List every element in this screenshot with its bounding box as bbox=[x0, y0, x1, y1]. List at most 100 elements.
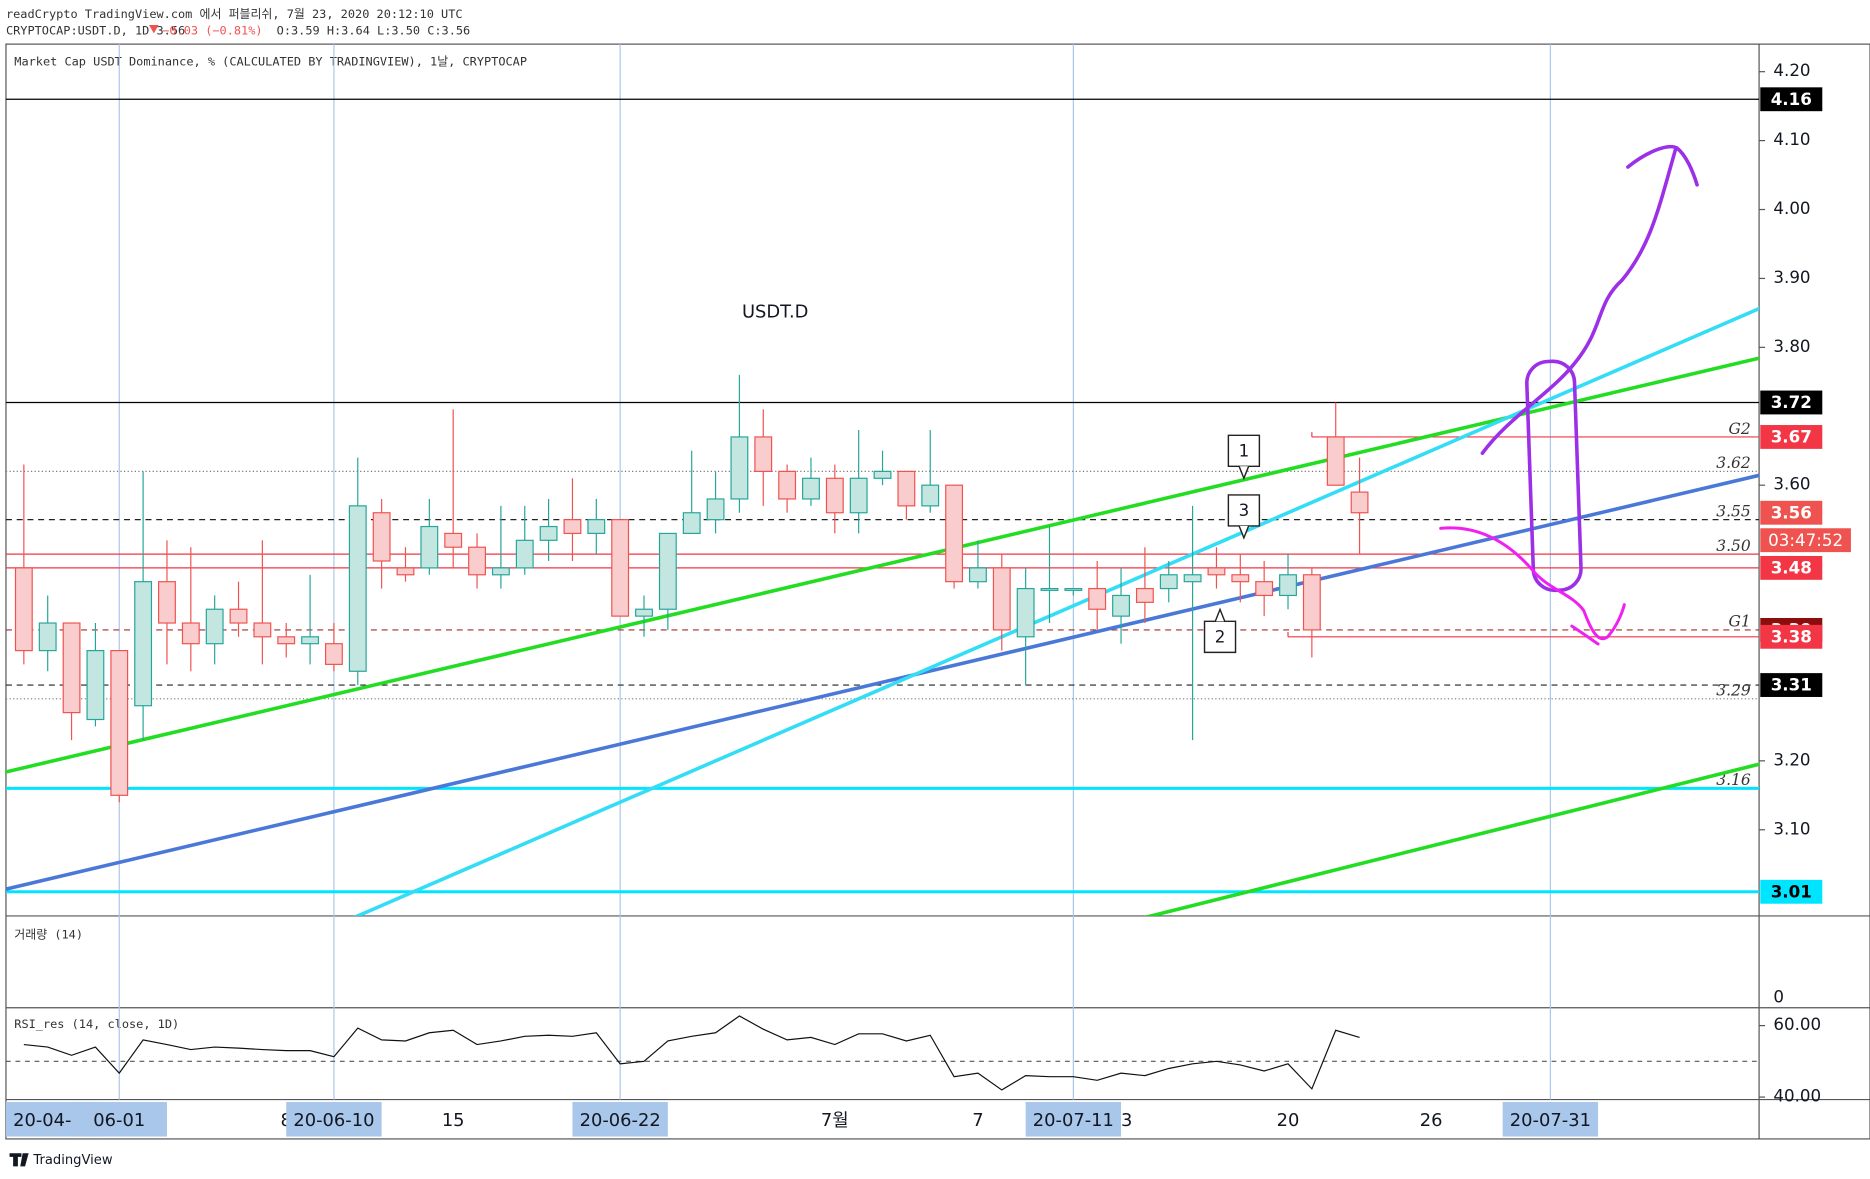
price-badge-bg bbox=[1760, 879, 1823, 904]
date-highlight bbox=[572, 1101, 668, 1137]
last-price-badge-bg bbox=[1760, 500, 1823, 525]
candle-body bbox=[1183, 574, 1202, 583]
y-tick-label: 4.10 bbox=[1773, 130, 1810, 149]
volume-label: 거래량 (14) bbox=[14, 927, 83, 941]
candle-body bbox=[1255, 581, 1274, 597]
candle-body bbox=[802, 477, 820, 500]
price-badge: 4.16 bbox=[1771, 90, 1812, 109]
candle-body bbox=[1040, 587, 1059, 591]
date-highlight bbox=[1502, 1101, 1599, 1137]
level-tag: G2 bbox=[1728, 420, 1750, 438]
countdown-bg bbox=[1760, 528, 1851, 553]
callout-pointer bbox=[1238, 466, 1250, 481]
candle-body bbox=[945, 484, 964, 583]
candle-body bbox=[682, 512, 701, 535]
rsi-line bbox=[23, 1015, 1360, 1091]
x-tick-label: 20-07-11 bbox=[1033, 1110, 1114, 1131]
candle-body bbox=[1207, 567, 1226, 576]
price-badge-bg bbox=[1760, 673, 1823, 697]
candle-body bbox=[730, 436, 749, 500]
y-tick-label: 3.10 bbox=[1773, 819, 1810, 838]
price-badge: 3.67 bbox=[1771, 428, 1812, 447]
x-tick-label: 7월 bbox=[821, 1110, 849, 1131]
candle-body bbox=[181, 622, 200, 645]
level-tag: 3.55 bbox=[1716, 502, 1751, 520]
rsi-tick-label: 40.00 bbox=[1773, 1087, 1821, 1106]
price-badge: 3.72 bbox=[1771, 393, 1812, 412]
main-pane: G2 3.62 3.55 3.50 G1 3.29 3.16 bbox=[5, 98, 1760, 916]
candle-body bbox=[1088, 587, 1107, 610]
candle-body bbox=[324, 643, 343, 665]
callout-text: 3 bbox=[1239, 501, 1250, 520]
trendline bbox=[1143, 762, 1760, 916]
candle-body bbox=[38, 622, 57, 652]
rsi-tick-label: 60.00 bbox=[1773, 1015, 1821, 1034]
x-tick-label: 06-01 bbox=[93, 1110, 145, 1131]
callout-text: 2 bbox=[1215, 628, 1226, 647]
candle-body bbox=[587, 519, 606, 535]
candle-body bbox=[229, 608, 248, 624]
candle-body bbox=[396, 567, 415, 576]
callout-pointer bbox=[1214, 607, 1226, 622]
candle-body bbox=[1231, 574, 1250, 583]
callout-box bbox=[1227, 494, 1261, 527]
date-highlight bbox=[286, 1101, 382, 1137]
candle-body bbox=[301, 636, 320, 645]
header-line: readCrypto TradingView.com 에서 퍼블리쉬, 7월 2… bbox=[6, 7, 463, 21]
y-tick-label: 4.00 bbox=[1773, 199, 1810, 218]
down-arrow bbox=[149, 25, 159, 34]
level-tag: G1 bbox=[1728, 613, 1750, 631]
price-badge-bg bbox=[1760, 624, 1823, 649]
footer-brand: TradingView bbox=[32, 1153, 112, 1168]
level-tag: 3.62 bbox=[1716, 454, 1751, 472]
legend-title: Market Cap USDT Dominance, % (CALCULATED… bbox=[14, 55, 527, 69]
level-tag: 3.29 bbox=[1716, 682, 1751, 700]
y-tick-label: 4.20 bbox=[1773, 61, 1810, 80]
level-tag: 3.16 bbox=[1716, 771, 1751, 789]
candle-body bbox=[849, 477, 868, 514]
candle-body bbox=[253, 622, 272, 638]
candle-body bbox=[420, 525, 439, 569]
candle-body bbox=[158, 581, 176, 624]
price-badge: 3.01 bbox=[1771, 882, 1812, 901]
candle-body bbox=[110, 649, 129, 796]
candle-body bbox=[1302, 574, 1321, 631]
candle-body bbox=[515, 539, 534, 569]
x-tick-label: 20-06-22 bbox=[580, 1110, 661, 1131]
callout-box bbox=[1227, 434, 1261, 468]
y-tick-label: 3.90 bbox=[1773, 268, 1810, 287]
countdown: 03:47:52 bbox=[1768, 531, 1843, 550]
candle-body bbox=[1350, 491, 1369, 514]
y-tick-label: 3.20 bbox=[1773, 750, 1810, 769]
level-tag: 3.50 bbox=[1716, 537, 1751, 555]
change: −0.03 (−0.81%) bbox=[162, 24, 262, 38]
candle-body bbox=[658, 532, 677, 610]
price-badge-bg bbox=[1760, 425, 1823, 449]
candle-body bbox=[992, 567, 1011, 631]
rsi-label: RSI_res (14, close, 1D) bbox=[14, 1017, 179, 1031]
frame bbox=[5, 43, 1870, 1140]
candle-body bbox=[968, 567, 987, 583]
candle-body bbox=[1279, 574, 1297, 597]
candle-body bbox=[1135, 587, 1154, 603]
candle-body bbox=[873, 470, 892, 479]
ohlc: O:3.59 H:3.64 L:3.50 C:3.56 bbox=[277, 24, 471, 38]
x-tick-label: 20-07-31 bbox=[1510, 1110, 1591, 1131]
candle-body bbox=[62, 622, 81, 714]
x-tick-label: 20-06-10 bbox=[293, 1110, 374, 1131]
candle-body bbox=[1326, 436, 1345, 486]
x-tick-label: 26 bbox=[1420, 1110, 1443, 1131]
candle-body bbox=[897, 470, 916, 507]
candle-body bbox=[754, 436, 773, 473]
trendline bbox=[353, 306, 1760, 916]
callout-pointer bbox=[1238, 525, 1250, 540]
trendline bbox=[5, 356, 1760, 774]
x-tick-label: 15 bbox=[442, 1110, 465, 1131]
candle-body bbox=[348, 505, 367, 672]
candle-body bbox=[921, 484, 940, 507]
x-tick-label: 20 bbox=[1277, 1110, 1300, 1131]
candle-body bbox=[372, 512, 391, 562]
candle-body bbox=[14, 567, 33, 652]
candle-body bbox=[1112, 594, 1130, 617]
candle-body bbox=[277, 636, 296, 645]
